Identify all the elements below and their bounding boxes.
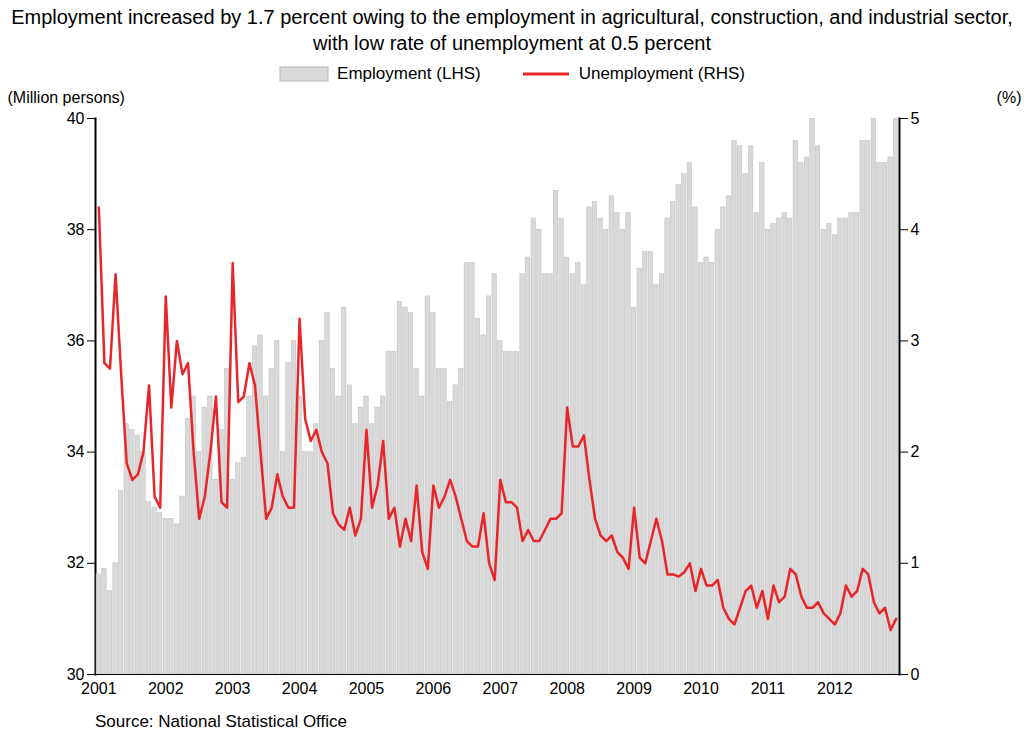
svg-text:38: 38 [67,221,85,238]
svg-text:2012: 2012 [817,680,853,697]
svg-text:2: 2 [911,443,920,460]
svg-text:2006: 2006 [416,680,452,697]
svg-text:36: 36 [67,332,85,349]
svg-text:2007: 2007 [482,680,518,697]
html-text:Employment increased by 1.7 pe: Employment increased by 1.7 percent owin… [11,6,1013,54]
svg-text:2004: 2004 [282,680,318,697]
svg-text:32: 32 [67,554,85,571]
svg-text:40: 40 [67,110,85,127]
svg-text:2008: 2008 [549,680,585,697]
html-text:Source: National Statistical O: Source: National Statistical Office [95,712,347,731]
html-text:Unemployment (RHS): Unemployment (RHS) [578,64,745,83]
svg-text:30: 30 [66,665,85,683]
svg-text:2001: 2001 [81,680,117,697]
svg-text:5: 5 [911,110,920,127]
svg-text:2010: 2010 [683,680,719,697]
svg-text:2009: 2009 [616,680,652,697]
svg-text:4: 4 [911,221,920,238]
svg-text:34: 34 [67,443,85,460]
svg-text:(Million persons): (Million persons) [8,89,125,106]
svg-text:2003: 2003 [215,680,251,697]
svg-text:0: 0 [911,666,920,683]
svg-text:2002: 2002 [148,680,184,697]
svg-text:1: 1 [911,554,920,571]
svg-text:2011: 2011 [751,680,786,697]
html-text:Employment (LHS): Employment (LHS) [337,64,481,83]
svg-text:3: 3 [911,332,920,349]
svg-text:2005: 2005 [349,680,385,697]
svg-text:(%): (%) [997,89,1022,106]
